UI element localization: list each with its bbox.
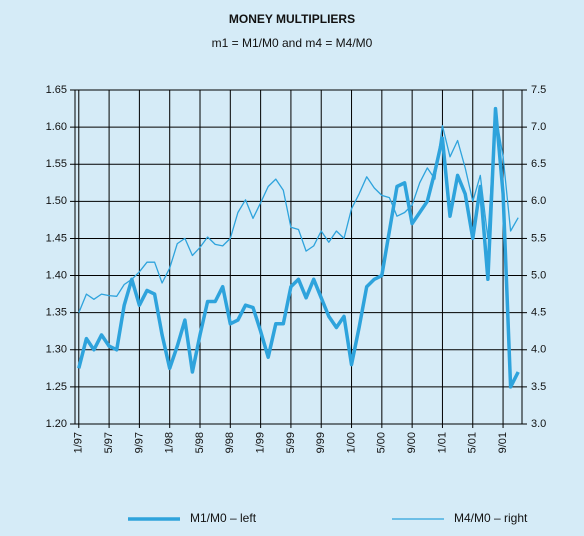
y2-tick-label: 3.5	[531, 381, 546, 393]
x-tick-label: 9/98	[224, 432, 236, 453]
y2-tick-label: 7.0	[531, 121, 546, 133]
x-tick-label: 5/98	[194, 432, 206, 453]
legend-label: M4/M0 – right	[454, 511, 528, 525]
x-tick-label: 5/00	[376, 432, 388, 453]
x-tick-label: 5/99	[285, 432, 297, 453]
y-tick-label: 1.55	[46, 158, 67, 170]
x-tick-label: 1/00	[345, 432, 357, 453]
y2-tick-label: 4.0	[531, 344, 546, 356]
y2-tick-label: 6.5	[531, 158, 546, 170]
data-line	[78, 111, 519, 313]
chart-subtitle: m1 = M1/M0 and m4 = M4/M0	[212, 36, 373, 50]
y-tick-label: 1.60	[46, 121, 67, 133]
y2-tick-label: 7.5	[531, 84, 546, 96]
y-tick-label: 1.45	[46, 232, 67, 244]
y2-tick-label: 5.5	[531, 232, 546, 244]
plot-frame	[74, 89, 523, 425]
y-tick-label: 1.50	[46, 195, 67, 207]
y-tick-label: 1.35	[46, 307, 67, 319]
y-tick-label: 1.40	[46, 269, 67, 281]
x-tick-label: 9/97	[133, 432, 145, 453]
x-tick-label: 9/01	[497, 432, 509, 453]
x-tick-label: 1/99	[255, 432, 267, 453]
x-tick-label: 9/99	[315, 432, 327, 453]
y-tick-label: 1.25	[46, 381, 67, 393]
x-tick-label: 1/01	[436, 432, 448, 453]
x-tick-label: 5/97	[103, 432, 115, 453]
y-tick-label: 1.65	[46, 84, 67, 96]
y-tick-label: 1.30	[46, 344, 67, 356]
y2-tick-label: 3.0	[531, 418, 546, 430]
y2-tick-label: 4.5	[531, 307, 546, 319]
x-tick-label: 9/00	[406, 432, 418, 453]
chart-title: MONEY MULTIPLIERS	[229, 12, 355, 26]
x-tick-label: 1/98	[164, 432, 176, 453]
y-tick-label: 1.20	[46, 418, 67, 430]
y2-tick-label: 6.0	[531, 195, 546, 207]
data-line	[77, 106, 520, 389]
legend-label: M1/M0 – left	[190, 511, 257, 525]
x-tick-label: 1/97	[73, 432, 85, 453]
x-tick-label: 5/01	[467, 432, 479, 453]
y2-tick-label: 5.0	[531, 269, 546, 281]
